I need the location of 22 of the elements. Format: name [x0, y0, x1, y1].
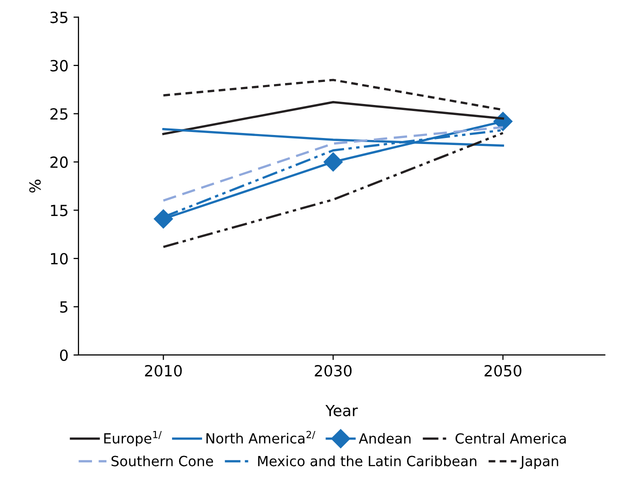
x-tick-label: 2010	[145, 364, 182, 377]
y-tick-label: 35	[50, 12, 68, 24]
y-tick-label: 10	[50, 252, 68, 264]
point	[154, 209, 173, 228]
y-tick-label: 20	[50, 156, 68, 168]
y-tick-label: 30	[50, 60, 68, 72]
x-axis-title: Year	[325, 404, 358, 416]
legend-label: Southern Cone	[112, 456, 214, 466]
legend-label: Andean	[358, 432, 411, 444]
x-tick-label: 2030	[314, 364, 352, 377]
point	[324, 152, 343, 172]
legend-label: Japan	[520, 456, 558, 470]
x-tick-label: 2050	[484, 364, 522, 377]
y-tick-label: 0	[60, 349, 68, 362]
y-tick-label: 15	[50, 204, 68, 216]
legend-label: Mexico and the Latin Caribbean	[258, 456, 476, 466]
legend-label: Central America	[456, 432, 566, 444]
legend-label: North America$^{2/}$	[206, 430, 316, 444]
y-axis-title: %	[29, 180, 41, 193]
y-tick-label: 5	[60, 301, 68, 313]
legend-label: Europe$^{1/}$	[104, 431, 162, 446]
y-tick-label: 25	[50, 108, 68, 120]
